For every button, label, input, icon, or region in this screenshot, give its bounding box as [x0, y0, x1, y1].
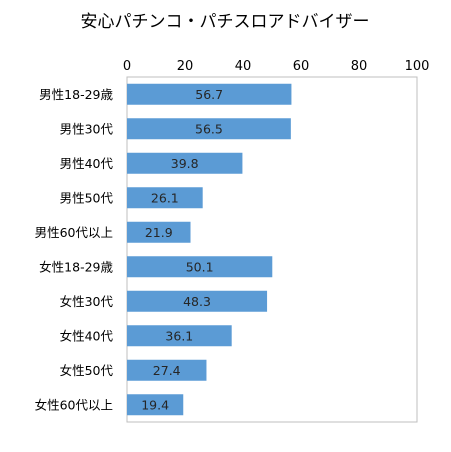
- x-tick-label: 60: [293, 59, 310, 74]
- bar-value-label: 48.3: [183, 294, 211, 309]
- chart-title: 安心パチンコ・パチスロアドバイザー: [81, 12, 370, 32]
- x-tick-label: 0: [123, 59, 131, 74]
- x-tick-label: 100: [405, 59, 430, 74]
- data-labels: 56.7 56.5 39.8 26.1 21.9 50.1 48.3 36.1 27.4 19.4: [141, 87, 223, 413]
- bar: [127, 359, 207, 381]
- category-label: 男性50代: [60, 190, 114, 205]
- bar-value-label: 19.4: [141, 397, 169, 412]
- bar-value-label: 36.1: [165, 328, 193, 343]
- category-label: 男性18-29歳: [39, 87, 113, 102]
- x-tick-label: 40: [235, 59, 252, 74]
- bar: [127, 152, 243, 174]
- x-tick-label: 80: [351, 59, 368, 74]
- category-label: 男性40代: [60, 156, 114, 171]
- bar-value-label: 50.1: [186, 259, 214, 274]
- bar-value-label: 27.4: [153, 363, 181, 378]
- bar: [127, 325, 232, 347]
- category-label: 女性40代: [60, 328, 114, 343]
- bar: [127, 187, 203, 209]
- category-label: 男性30代: [60, 121, 114, 136]
- category-label: 男性60代以上: [35, 225, 113, 240]
- bar: [127, 221, 191, 243]
- x-axis-ticks: 0 20 40 60 80 100: [123, 59, 430, 74]
- bar: [127, 118, 291, 140]
- category-label: 女性18-29歳: [39, 259, 113, 274]
- bar: [127, 394, 184, 416]
- bar: [127, 290, 268, 312]
- bar: [127, 83, 292, 105]
- category-labels: 男性18-29歳男性30代男性40代男性50代男性60代以上女性18-29歳女性…: [35, 87, 114, 413]
- bar-value-label: 21.9: [145, 225, 173, 240]
- bar-value-label: 26.1: [151, 190, 179, 205]
- bar: [127, 256, 273, 278]
- bars: [127, 83, 292, 416]
- category-label: 女性30代: [60, 294, 114, 309]
- x-tick-label: 20: [177, 59, 194, 74]
- bar-value-label: 56.7: [195, 87, 223, 102]
- bar-value-label: 39.8: [171, 156, 199, 171]
- category-label: 女性50代: [60, 363, 114, 378]
- category-label: 女性60代以上: [35, 397, 113, 412]
- bar-value-label: 56.5: [195, 121, 223, 136]
